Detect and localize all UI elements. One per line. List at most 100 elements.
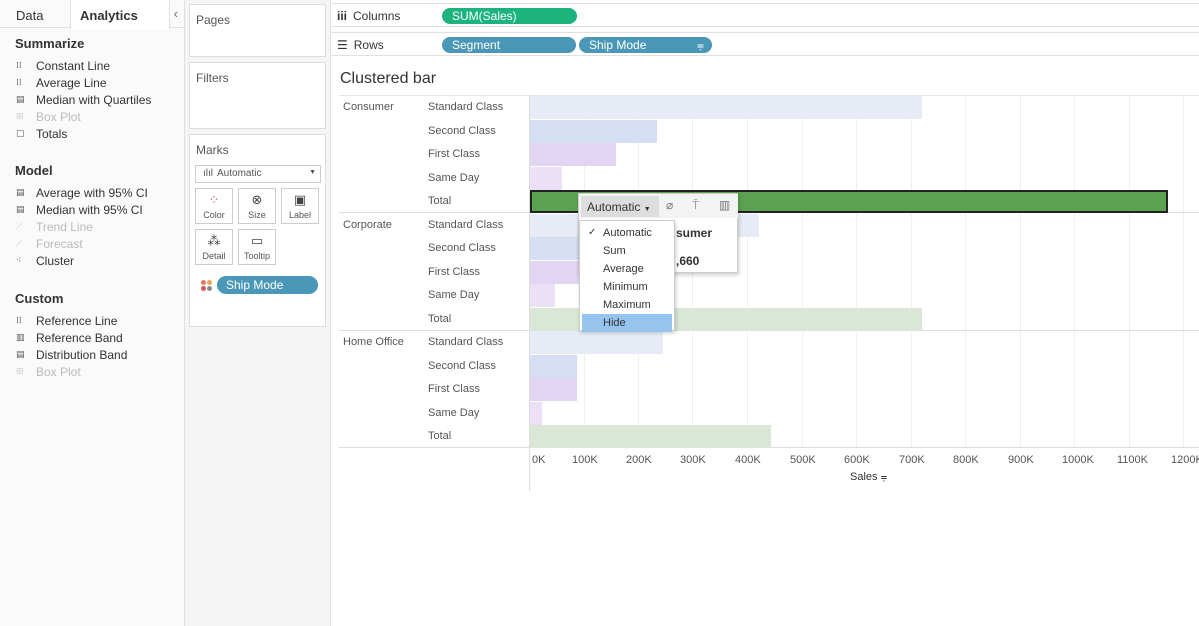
bar[interactable] bbox=[530, 331, 663, 354]
x-tick-label: 600K bbox=[844, 454, 870, 466]
shelves-pane: Pages Filters Marks ılıl Automatic ▼ ⁘ Co… bbox=[185, 0, 331, 626]
sum-sales-pill[interactable]: SUM(Sales) bbox=[442, 8, 577, 24]
analytics-item[interactable]: ⁞⁞ Constant Line bbox=[0, 57, 184, 74]
section-2: Custom ⁞⁞ Reference Line ▥ Reference Band ▤ Di… bbox=[0, 291, 184, 380]
segment-pill[interactable]: Segment bbox=[442, 37, 576, 53]
label-label: Label bbox=[288, 210, 312, 220]
analytics-item-label: Median with 95% CI bbox=[36, 202, 143, 217]
aggregation-label: Automatic bbox=[587, 200, 641, 214]
tab-data[interactable]: Data bbox=[16, 8, 44, 23]
x-tick-label: 1100K bbox=[1117, 454, 1148, 466]
bar[interactable] bbox=[530, 425, 771, 448]
gridline bbox=[1074, 95, 1075, 447]
analytics-item[interactable]: ⁞⁞ Average Line bbox=[0, 74, 184, 91]
menu-item-sum[interactable]: Sum bbox=[582, 242, 672, 260]
aggregation-menu: ✓ Automatic Sum Average Minimum Maximum Hide bbox=[579, 220, 675, 332]
x-tick-label: 100K bbox=[572, 454, 598, 466]
analytics-item: ⊞ Box Plot bbox=[0, 363, 184, 380]
ship-mode-label[interactable]: Total bbox=[428, 195, 452, 207]
bar[interactable] bbox=[530, 260, 581, 284]
aggregation-dropdown[interactable]: Automatic ▼ bbox=[581, 196, 659, 217]
ship-mode-label[interactable]: Standard Class bbox=[428, 218, 504, 231]
gridline bbox=[1129, 95, 1130, 447]
filters-card[interactable]: Filters bbox=[189, 62, 326, 129]
ship-mode-label[interactable]: Total bbox=[428, 430, 452, 442]
bar[interactable] bbox=[530, 401, 542, 425]
menu-item-maximum[interactable]: Maximum bbox=[582, 296, 672, 314]
tooltip-segment-text: sumer bbox=[676, 226, 713, 240]
menu-item-automatic[interactable]: ✓ Automatic bbox=[582, 224, 672, 242]
tooltip-button[interactable]: ▭ Tooltip bbox=[238, 229, 276, 265]
median-ci-icon: ▤ bbox=[16, 204, 25, 215]
x-tick-label: 800K bbox=[953, 454, 979, 466]
ship-mode-label[interactable]: Second Class bbox=[428, 359, 496, 372]
x-tick-label: 300K bbox=[680, 454, 706, 466]
paperclip-icon[interactable]: ⌀ bbox=[666, 198, 674, 212]
speech-bubble-icon: ▭ bbox=[250, 233, 264, 248]
format-brush-icon[interactable]: ⍑ bbox=[692, 198, 700, 212]
ship-mode-label[interactable]: Same Day bbox=[428, 171, 480, 184]
menu-item-label: Average bbox=[603, 263, 644, 275]
ship-mode-pill[interactable]: Ship Mode ⩦ bbox=[579, 37, 712, 53]
ship-mode-pill-label: Ship Mode bbox=[589, 38, 647, 52]
ship-mode-label[interactable]: First Class bbox=[428, 148, 480, 160]
analytics-item[interactable]: ▤ Median with Quartiles bbox=[0, 91, 184, 108]
ship-mode-label[interactable]: First Class bbox=[428, 265, 480, 278]
analytics-item[interactable]: ⁞⁞ Reference Line bbox=[0, 312, 184, 329]
menu-item-label: Hide bbox=[603, 317, 626, 329]
analytics-item[interactable]: ▥ Reference Band bbox=[0, 329, 184, 346]
cluster-icon: ⁖ bbox=[16, 255, 22, 266]
ship-mode-color-pill[interactable]: Ship Mode bbox=[217, 276, 318, 294]
collapse-pane-icon[interactable]: ‹ bbox=[173, 6, 178, 21]
bar[interactable] bbox=[530, 166, 562, 190]
pages-card[interactable]: Pages bbox=[189, 4, 326, 57]
rows-label-text: Rows bbox=[353, 38, 384, 52]
analytics-item[interactable]: ▢ Totals bbox=[0, 125, 184, 142]
segment-label[interactable]: Consumer bbox=[343, 101, 394, 113]
menu-item-minimum[interactable]: Minimum bbox=[582, 278, 672, 296]
segment-label[interactable]: Home Office bbox=[343, 336, 404, 348]
ship-mode-label[interactable]: Second Class bbox=[428, 242, 496, 254]
gridline bbox=[1020, 95, 1021, 447]
ship-mode-label[interactable]: Same Day bbox=[428, 289, 480, 301]
analytics-item[interactable]: ▤ Median with 95% CI bbox=[0, 201, 184, 218]
detail-button[interactable]: ⁂ Detail bbox=[195, 229, 233, 265]
ship-mode-label[interactable]: First Class bbox=[428, 383, 480, 395]
x-axis-label: Sales bbox=[850, 471, 878, 483]
analytics-item-label: Reference Line bbox=[36, 313, 118, 328]
ship-mode-label[interactable]: Second Class bbox=[428, 124, 496, 137]
ship-mode-label[interactable]: Total bbox=[428, 312, 452, 325]
size-button[interactable]: ⊗ Size bbox=[238, 188, 276, 224]
bar[interactable] bbox=[530, 96, 922, 119]
ship-mode-label[interactable]: Standard Class bbox=[428, 101, 504, 113]
section-title: Summarize bbox=[15, 36, 85, 51]
x-axis-title[interactable]: Sales ⩦ bbox=[850, 471, 887, 484]
bar[interactable] bbox=[530, 378, 577, 401]
bar[interactable] bbox=[530, 284, 555, 307]
sort-icon: ⩦ bbox=[880, 471, 888, 483]
ship-mode-label[interactable]: Standard Class bbox=[428, 336, 504, 348]
reference-line-icon: ⁞⁞ bbox=[16, 315, 22, 326]
analytics-item[interactable]: ⁖ Cluster bbox=[0, 252, 184, 269]
forecast-icon: ⟋ bbox=[16, 238, 23, 249]
analytics-item[interactable]: ▤ Distribution Band bbox=[0, 346, 184, 363]
menu-item-hide[interactable]: Hide bbox=[582, 314, 672, 332]
tab-analytics[interactable]: Analytics bbox=[70, 0, 170, 29]
analytics-item-label: Median with Quartiles bbox=[36, 92, 152, 107]
color-button[interactable]: ⁘ Color bbox=[195, 188, 233, 224]
bar[interactable] bbox=[530, 143, 616, 166]
view-data-icon[interactable]: ▥ bbox=[719, 198, 731, 212]
label-button[interactable]: ▣ Label bbox=[281, 188, 319, 224]
bar[interactable] bbox=[530, 354, 577, 378]
mark-type-dropdown[interactable]: ılıl Automatic ▼ bbox=[195, 165, 321, 183]
median-quartiles-icon: ▤ bbox=[16, 94, 25, 105]
marks-card: Marks ılıl Automatic ▼ ⁘ Color ⊗ Size ▣ L… bbox=[189, 134, 326, 327]
segment-label[interactable]: Corporate bbox=[343, 218, 392, 231]
menu-item-average[interactable]: Average bbox=[582, 260, 672, 278]
analytics-item[interactable]: ▤ Average with 95% CI bbox=[0, 184, 184, 201]
color-icon: ⁘ bbox=[208, 192, 220, 207]
totals-icon: ▢ bbox=[16, 128, 25, 139]
ship-mode-label[interactable]: Same Day bbox=[428, 406, 480, 419]
bar[interactable] bbox=[530, 119, 657, 143]
